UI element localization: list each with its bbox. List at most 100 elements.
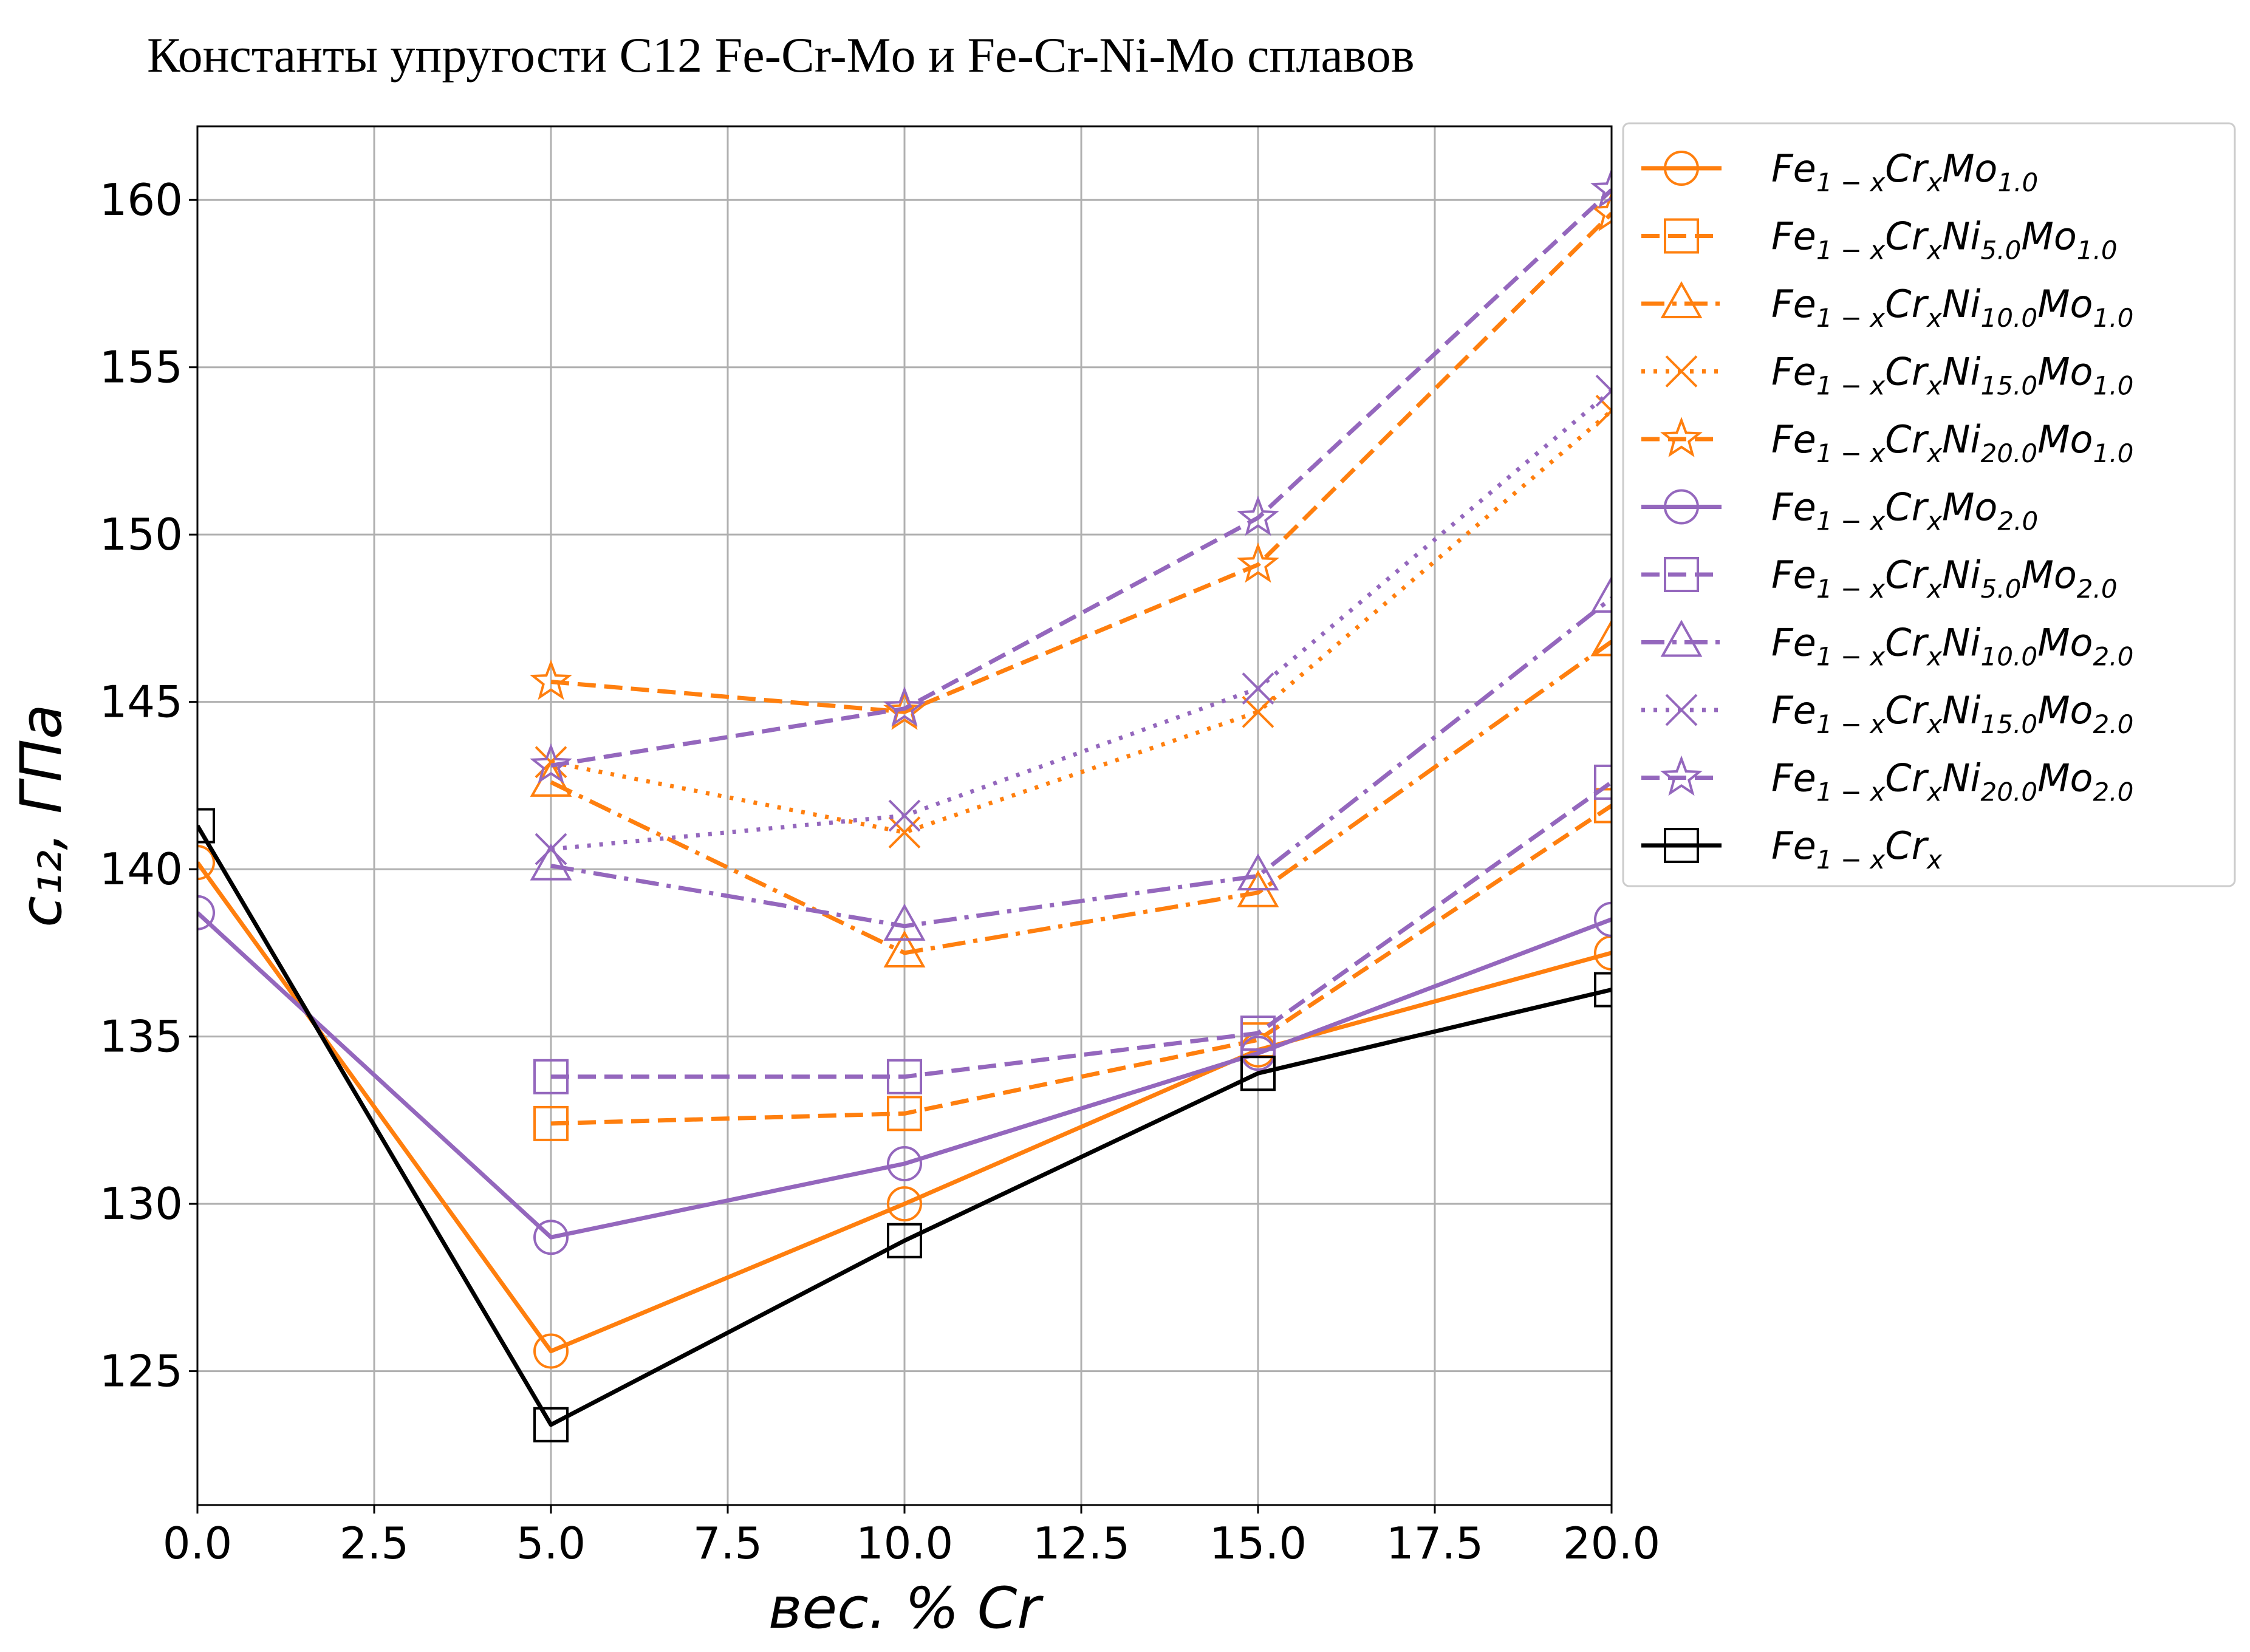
data-point-marker bbox=[1240, 1036, 1276, 1071]
legend-item: Fe1 − xCrxNi15.0Mo1.0 bbox=[1641, 350, 2133, 401]
data-point-marker bbox=[197, 808, 215, 844]
data-point-marker bbox=[1594, 935, 1612, 971]
x-tick-label: 10.0 bbox=[856, 1518, 953, 1569]
series-8 bbox=[535, 374, 1612, 865]
y-tick-label: 160 bbox=[100, 174, 183, 225]
legend-item: Fe1 − xCrxNi10.0Mo1.0 bbox=[1641, 281, 2133, 333]
data-point-marker bbox=[1594, 972, 1612, 1008]
x-axis-label: вес. % Cr bbox=[768, 1575, 1044, 1642]
data-point-marker bbox=[1590, 167, 1612, 208]
data-point-marker bbox=[530, 743, 572, 784]
x-tick-label: 2.5 bbox=[340, 1518, 409, 1569]
data-point-marker bbox=[197, 895, 215, 930]
data-point-marker bbox=[1590, 619, 1612, 657]
x-tick-label: 0.0 bbox=[163, 1518, 233, 1569]
series-line bbox=[550, 188, 1612, 768]
y-axis-label: c₁₂, ГПа bbox=[9, 704, 75, 927]
grid bbox=[196, 126, 1613, 1505]
legend-label: Fe1 − xCrxNi10.0Mo2.0 bbox=[1771, 621, 2133, 672]
legend-label: Fe1 − xCrxMo2.0 bbox=[1771, 485, 2038, 536]
legend-marker bbox=[1665, 694, 1698, 726]
legend-label: Fe1 − xCrxNi5.0Mo1.0 bbox=[1771, 214, 2118, 265]
y-tick-label: 125 bbox=[100, 1346, 183, 1397]
series-line bbox=[550, 596, 1612, 929]
series-line bbox=[550, 409, 1612, 835]
legend-label: Fe1 − xCrxNi20.0Mo2.0 bbox=[1771, 756, 2133, 807]
ticks: 0.0 2.5 5.0 7.5 10.0 12.5 15.0 17.5 20.0 125 130 13… bbox=[100, 174, 1661, 1569]
legend-marker bbox=[1660, 620, 1703, 657]
series-line bbox=[550, 804, 1612, 1126]
legend-marker bbox=[1664, 151, 1699, 186]
data-point-marker bbox=[1594, 901, 1612, 937]
legend-marker bbox=[1660, 281, 1703, 318]
series-line bbox=[550, 211, 1612, 714]
data-point-marker bbox=[1242, 672, 1274, 705]
legend-item: Fe1 − xCrxMo2.0 bbox=[1641, 485, 2038, 536]
legend-marker bbox=[1664, 489, 1699, 525]
data-point-marker bbox=[1594, 764, 1612, 800]
legend-marker bbox=[1664, 557, 1699, 592]
y-tick-label: 150 bbox=[100, 509, 183, 560]
chart-title: Константы упругости C12 Fe-Cr-Mo и Fe-Cr… bbox=[147, 27, 1415, 83]
series-6 bbox=[533, 764, 1612, 1094]
data-point-marker bbox=[887, 1223, 922, 1258]
legend-marker bbox=[1665, 355, 1698, 387]
legend-label: Fe1 − xCrxNi5.0Mo2.0 bbox=[1771, 553, 2118, 604]
series-line bbox=[197, 861, 1612, 1354]
y-tick-label: 155 bbox=[100, 342, 183, 393]
legend-item: Fe1 − xCrxNi10.0Mo2.0 bbox=[1641, 620, 2133, 672]
legend: Fe1 − xCrxMo1.0 Fe1 − xCrxNi5.0Mo1.0 Fe1 −… bbox=[1622, 122, 2236, 887]
series-line bbox=[197, 824, 1612, 1427]
data-point-marker bbox=[533, 1105, 569, 1141]
data-point-marker bbox=[1594, 788, 1612, 824]
legend-marker bbox=[1664, 218, 1699, 254]
data-point-marker bbox=[1240, 1015, 1276, 1051]
data-point-marker bbox=[883, 686, 926, 727]
legend-label: Fe1 − xCrxNi20.0Mo1.0 bbox=[1771, 417, 2133, 468]
data-point-marker bbox=[1240, 1056, 1276, 1091]
y-tick-label: 135 bbox=[100, 1011, 183, 1062]
data-point-marker bbox=[535, 833, 567, 865]
legend-item: Fe1 − xCrx bbox=[1641, 824, 1943, 875]
y-tick-label: 140 bbox=[100, 844, 183, 895]
series-7 bbox=[530, 575, 1612, 941]
data-point-marker bbox=[1237, 495, 1279, 536]
legend-label: Fe1 − xCrxNi10.0Mo1.0 bbox=[1771, 282, 2133, 333]
x-tick-label: 12.5 bbox=[1033, 1518, 1130, 1569]
legend-item: Fe1 − xCrxNi15.0Mo2.0 bbox=[1641, 688, 2133, 739]
legend-label: Fe1 − xCrx bbox=[1771, 824, 1943, 875]
data-point-marker bbox=[887, 1059, 922, 1094]
data-point-marker bbox=[533, 1220, 569, 1255]
legend-item: Fe1 − xCrxMo1.0 bbox=[1641, 146, 2038, 197]
data-point-marker bbox=[535, 746, 567, 779]
series-10 bbox=[197, 808, 1612, 1442]
legend-item: Fe1 − xCrxNi20.0Mo1.0 bbox=[1641, 417, 2133, 468]
data-point-marker bbox=[197, 845, 215, 881]
data-point-marker bbox=[888, 799, 921, 832]
legend-marker bbox=[1660, 755, 1703, 796]
legend-item: Fe1 − xCrxNi5.0Mo2.0 bbox=[1641, 553, 2118, 604]
x-tick-label: 17.5 bbox=[1386, 1518, 1483, 1569]
y-tick-label: 145 bbox=[100, 677, 183, 728]
series-9 bbox=[530, 167, 1612, 784]
x-tick-label: 15.0 bbox=[1209, 1518, 1307, 1569]
data-point-marker bbox=[1590, 575, 1612, 613]
series-line bbox=[550, 389, 1612, 852]
x-tick-label: 20.0 bbox=[1563, 1518, 1660, 1569]
plot-area bbox=[197, 167, 1612, 1442]
data-point-marker bbox=[1242, 695, 1274, 728]
legend-marker bbox=[1664, 828, 1699, 863]
legend-item: Fe1 − xCrxNi20.0Mo2.0 bbox=[1641, 755, 2133, 807]
series-layer bbox=[197, 167, 1612, 1442]
series-line bbox=[551, 780, 1612, 1079]
legend-item: Fe1 − xCrxNi5.0Mo1.0 bbox=[1641, 214, 2118, 265]
legend-label: Fe1 − xCrxMo1.0 bbox=[1771, 146, 2038, 197]
data-point-marker bbox=[888, 816, 921, 848]
data-point-marker bbox=[883, 930, 926, 968]
data-point-marker bbox=[530, 659, 572, 700]
data-point-marker bbox=[1590, 191, 1612, 231]
y-tick-label: 130 bbox=[100, 1178, 183, 1229]
legend-label: Fe1 − xCrxNi15.0Mo1.0 bbox=[1771, 350, 2133, 401]
x-tick-label: 7.5 bbox=[693, 1518, 763, 1569]
